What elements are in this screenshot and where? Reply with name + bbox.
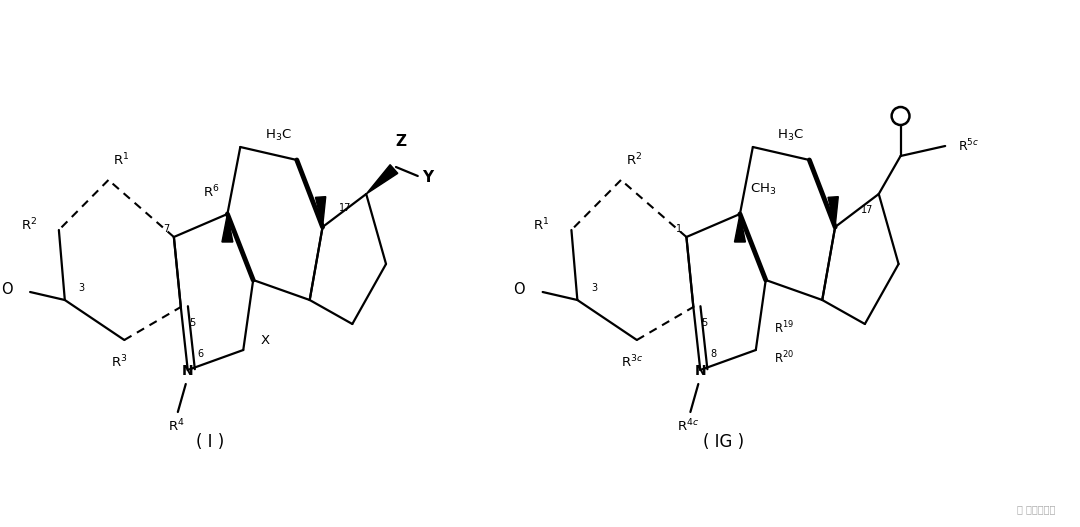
Text: O: O <box>1 282 12 298</box>
Text: R$^{20}$: R$^{20}$ <box>773 350 794 366</box>
Polygon shape <box>828 197 838 227</box>
Text: Z: Z <box>395 134 406 150</box>
Text: 6: 6 <box>198 349 204 359</box>
Text: R$^{4c}$: R$^{4c}$ <box>677 418 700 434</box>
Text: R$^2$: R$^2$ <box>21 217 37 233</box>
Text: X: X <box>260 334 269 346</box>
Text: R$^{5c}$: R$^{5c}$ <box>958 138 980 154</box>
Text: CH$_3$: CH$_3$ <box>750 181 777 197</box>
Text: 值 什么值得买: 值 什么值得买 <box>1017 504 1055 514</box>
Text: 8: 8 <box>711 349 716 359</box>
Text: H$_3$C: H$_3$C <box>265 128 292 142</box>
Text: R$^{3c}$: R$^{3c}$ <box>621 354 643 370</box>
Text: O: O <box>513 282 525 298</box>
Text: 3: 3 <box>79 283 85 293</box>
Text: 1: 1 <box>676 224 683 234</box>
Text: 5: 5 <box>189 318 195 328</box>
Text: N: N <box>694 364 706 378</box>
Text: Y: Y <box>422 171 433 186</box>
Text: 5: 5 <box>701 318 707 328</box>
Text: R$^1$: R$^1$ <box>534 217 550 233</box>
Text: ( I ): ( I ) <box>197 433 225 451</box>
Text: R$^1$: R$^1$ <box>113 152 130 168</box>
Text: R$^4$: R$^4$ <box>167 418 185 434</box>
Text: R$^{19}$: R$^{19}$ <box>773 320 794 336</box>
Text: N: N <box>181 364 193 378</box>
Polygon shape <box>366 164 397 194</box>
Polygon shape <box>734 214 745 242</box>
Text: H$_3$C: H$_3$C <box>778 128 805 142</box>
Text: R$^3$: R$^3$ <box>111 354 127 370</box>
Text: R$^2$: R$^2$ <box>626 152 643 168</box>
Polygon shape <box>222 214 233 242</box>
Text: 3: 3 <box>591 283 597 293</box>
Text: 17: 17 <box>862 205 874 215</box>
Polygon shape <box>315 197 326 227</box>
Text: R$^6$: R$^6$ <box>203 184 219 200</box>
Text: ( IG ): ( IG ) <box>702 433 744 451</box>
Text: 7: 7 <box>164 224 170 234</box>
Text: 17: 17 <box>339 203 351 213</box>
